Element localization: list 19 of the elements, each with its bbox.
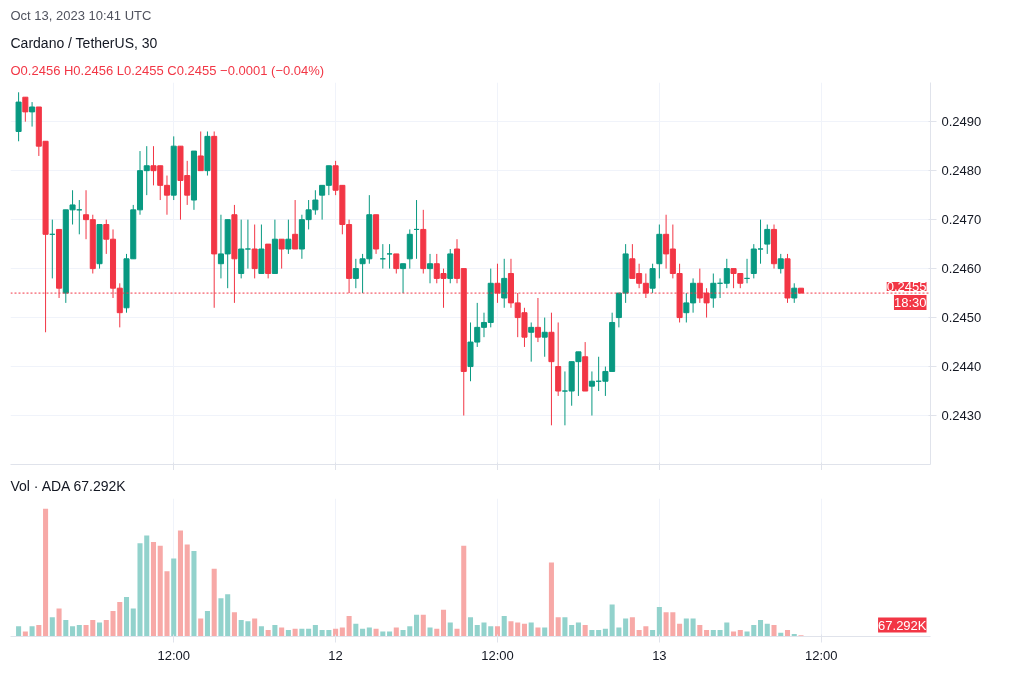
- annotation: 67.292K: [878, 617, 927, 633]
- y-tick-label: 0.2430: [941, 408, 982, 424]
- y-tick-label: 0.2480: [941, 163, 982, 179]
- x-tick-label: 12:00: [804, 647, 838, 663]
- x-tick-label: 12:00: [481, 647, 514, 663]
- y-tick-label: 0.2490: [941, 114, 982, 130]
- ref-line-label: 0.2455: [886, 279, 927, 295]
- x-tick-label: 13: [652, 647, 667, 663]
- annotation: 18:30: [893, 295, 927, 311]
- y-tick-label: 0.2440: [941, 359, 982, 375]
- text: Oct 13, 2023 10:41 UTC: [10, 7, 152, 23]
- chart-title: Vol · ADA 67.292K: [10, 477, 127, 494]
- chart-title: Cardano / TetherUS, 30: [10, 34, 158, 51]
- x-tick-label: 12:00: [157, 647, 191, 663]
- chart-subtitle: O0.2456 H0.2456 L0.2455 C0.2455 −0.0001 (−0.04%): [10, 62, 325, 78]
- y-tick-label: 0.2450: [941, 310, 982, 326]
- x-tick-label: 12: [328, 647, 343, 663]
- y-tick-label: 0.2470: [941, 212, 982, 228]
- y-tick-label: 0.2460: [941, 261, 982, 277]
